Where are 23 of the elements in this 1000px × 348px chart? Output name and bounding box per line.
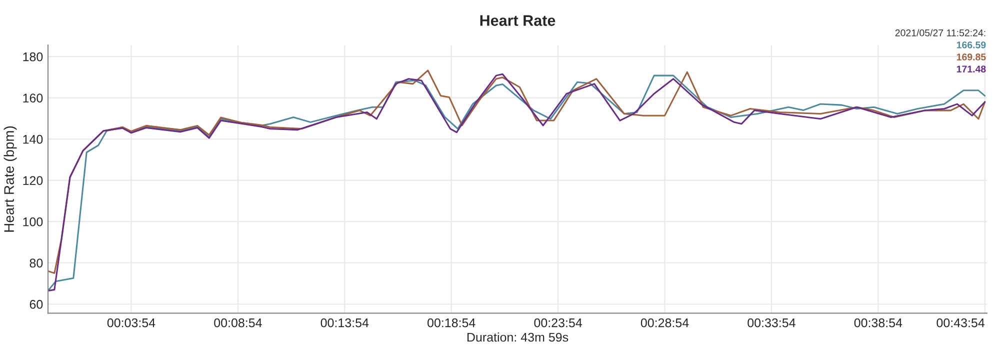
annotation: 169.85 [956, 54, 986, 60]
text: 2021/05/27 11:52:24: [895, 29, 986, 36]
x-tick-label: 00:28:54 [640, 318, 689, 328]
x-axis-title: Duration: 43m 59s [467, 332, 568, 342]
y-tick-label: 80 [30, 258, 43, 268]
x-tick-label: 00:03:54 [107, 318, 156, 328]
y-tick-label: 140 [23, 134, 43, 144]
y-tick-label: 120 [23, 176, 43, 186]
x-tick-label: 00:08:54 [214, 318, 262, 328]
y-tick-label: 100 [23, 217, 43, 226]
y-tick-label: 180 [23, 52, 43, 62]
x-tick-label: 00:23:54 [534, 318, 582, 328]
x-tick-label: 00:38:54 [854, 318, 902, 328]
x-tick-label: 00:43:54 [936, 318, 985, 328]
annotation: 166.59 [956, 41, 986, 48]
y-axis-title: Heart Rate (bpm) [4, 126, 17, 232]
x-tick-label: 00:33:54 [748, 318, 796, 328]
x-tick-label: 00:18:54 [428, 318, 476, 328]
annotation: 171.48 [956, 66, 986, 72]
x-tick-label: 00:13:54 [320, 318, 369, 328]
y-tick-label: 160 [23, 94, 43, 102]
chart-title: Heart Rate [480, 15, 556, 26]
y-tick-label: 60 [30, 300, 43, 309]
